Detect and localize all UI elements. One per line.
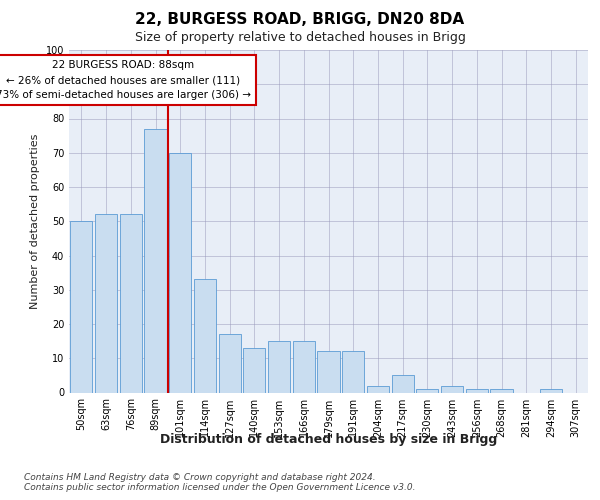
Bar — [490, 389, 512, 392]
Bar — [119, 214, 142, 392]
Bar — [540, 389, 562, 392]
Text: 22, BURGESS ROAD, BRIGG, DN20 8DA: 22, BURGESS ROAD, BRIGG, DN20 8DA — [136, 12, 464, 28]
Bar — [342, 352, 364, 393]
Bar — [268, 341, 290, 392]
Bar — [441, 386, 463, 392]
Bar — [466, 389, 488, 392]
Bar — [169, 153, 191, 392]
Bar — [367, 386, 389, 392]
Text: Contains HM Land Registry data © Crown copyright and database right 2024.
Contai: Contains HM Land Registry data © Crown c… — [24, 472, 415, 492]
Bar — [416, 389, 439, 392]
Bar — [194, 280, 216, 392]
Bar — [218, 334, 241, 392]
Bar — [70, 221, 92, 392]
Bar — [145, 129, 167, 392]
Text: Distribution of detached houses by size in Brigg: Distribution of detached houses by size … — [160, 432, 497, 446]
Bar — [95, 214, 117, 392]
Text: Size of property relative to detached houses in Brigg: Size of property relative to detached ho… — [134, 31, 466, 44]
Y-axis label: Number of detached properties: Number of detached properties — [30, 134, 40, 309]
Bar — [293, 341, 315, 392]
Bar — [317, 352, 340, 393]
Text: 22 BURGESS ROAD: 88sqm
← 26% of detached houses are smaller (111)
73% of semi-de: 22 BURGESS ROAD: 88sqm ← 26% of detached… — [0, 60, 251, 100]
Bar — [243, 348, 265, 393]
Bar — [392, 376, 414, 392]
